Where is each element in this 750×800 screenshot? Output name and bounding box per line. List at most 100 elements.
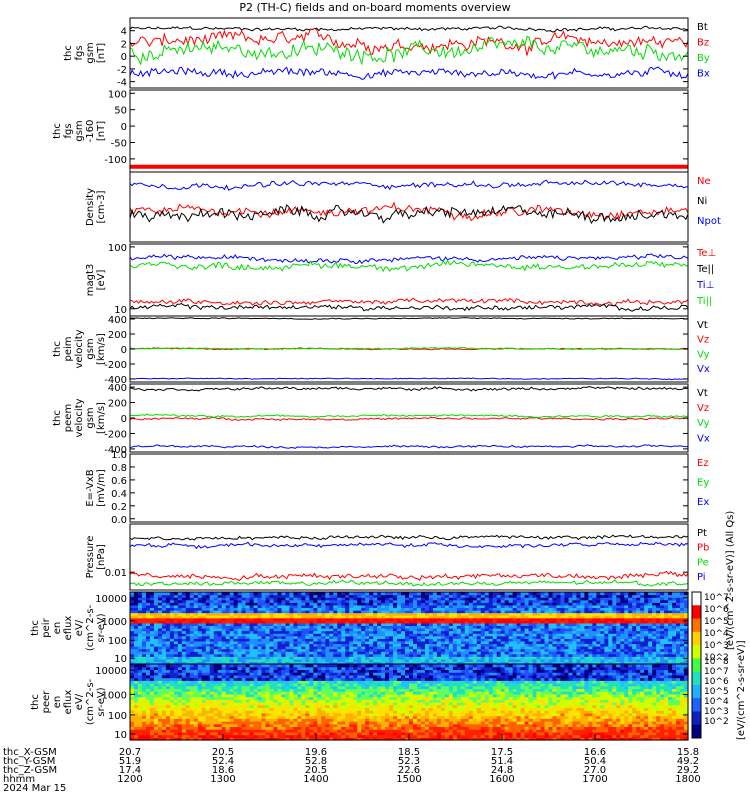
spec-cell xyxy=(385,643,390,647)
spec-cell xyxy=(620,615,625,619)
spec-cell xyxy=(401,726,406,730)
spec-cell xyxy=(448,625,454,629)
spec-cell xyxy=(600,630,605,634)
spec-cell xyxy=(448,615,454,619)
spec-cell xyxy=(668,625,673,629)
spec-cell xyxy=(636,737,641,741)
spec-cell xyxy=(588,602,593,606)
spec-cell xyxy=(269,643,275,647)
spec-cell xyxy=(361,607,366,611)
spec-cell xyxy=(604,610,609,614)
spec-cell xyxy=(460,731,466,736)
spec-cell xyxy=(624,635,629,639)
spec-cell xyxy=(584,607,589,611)
spec-cell xyxy=(684,640,689,645)
spec-cell xyxy=(456,737,462,741)
spec-cell xyxy=(361,633,366,637)
spec-cell xyxy=(249,658,255,663)
spec-cell xyxy=(436,617,442,621)
spec-cell xyxy=(672,620,677,624)
spec-cell xyxy=(424,731,430,736)
spec-cell xyxy=(297,656,302,660)
spec-cell xyxy=(480,726,486,730)
spec-cell xyxy=(309,599,314,603)
spec-cell xyxy=(233,628,239,632)
spec-cell xyxy=(628,607,633,611)
spec-cell xyxy=(241,622,247,627)
spec-cell xyxy=(544,615,550,619)
spec-cell xyxy=(349,635,354,639)
spec-cell xyxy=(424,610,430,614)
spec-cell xyxy=(564,607,570,611)
spec-cell xyxy=(145,731,151,736)
spec-cell xyxy=(540,661,546,665)
spec-cell xyxy=(648,604,653,609)
spec-cell xyxy=(504,737,510,741)
spec-cell xyxy=(636,592,641,596)
spec-cell xyxy=(444,610,450,614)
spec-cell xyxy=(317,653,322,657)
spec-cell xyxy=(245,602,251,606)
spec-cell xyxy=(480,729,486,733)
spec-cell xyxy=(205,602,211,606)
spec-cell xyxy=(660,602,665,606)
spec-cell xyxy=(504,643,510,647)
spec-cell xyxy=(409,731,414,736)
spec-cell xyxy=(397,630,402,634)
spec-cell xyxy=(460,737,466,741)
spec-cell xyxy=(524,597,530,601)
spec-cell xyxy=(145,620,151,624)
spec-cell xyxy=(500,635,506,639)
spec-cell xyxy=(265,617,271,621)
spec-cell xyxy=(409,658,414,663)
spec-cell xyxy=(488,638,494,642)
spec-cell xyxy=(285,620,291,624)
spec-cell xyxy=(560,726,566,730)
spec-cell xyxy=(468,599,474,603)
spec-cell xyxy=(157,628,163,632)
spec-cell xyxy=(636,661,641,665)
spec-cell xyxy=(245,661,251,665)
spec-cell xyxy=(492,633,498,637)
spec-cell xyxy=(604,638,609,642)
spec-cell xyxy=(680,653,685,657)
spec-cell xyxy=(584,597,589,601)
spec-cell xyxy=(233,638,239,642)
spec-cell xyxy=(321,648,326,652)
spec-cell xyxy=(464,651,470,655)
spec-cell xyxy=(353,610,358,614)
spec-cell xyxy=(448,726,454,730)
spec-cell xyxy=(444,731,450,736)
spec-cell xyxy=(317,729,322,733)
spec-cell xyxy=(277,731,283,736)
spec-cell xyxy=(604,737,609,741)
legend-entry: By xyxy=(697,53,710,64)
spec-cell xyxy=(197,612,203,616)
spec-cell xyxy=(596,610,601,614)
spec-cell xyxy=(309,594,314,598)
spec-cell xyxy=(420,635,426,639)
spec-cell xyxy=(460,656,466,660)
spec-cell xyxy=(213,653,219,657)
spec-cell xyxy=(636,658,641,663)
spec-cell xyxy=(257,638,263,642)
spec-cell xyxy=(504,615,510,619)
spec-cell xyxy=(580,592,585,596)
spec-cell xyxy=(269,630,275,634)
spec-cell xyxy=(424,599,430,603)
spec-cell xyxy=(664,734,669,738)
spec-cell xyxy=(325,597,330,601)
spec-cell xyxy=(576,656,581,660)
spec-cell xyxy=(377,604,382,609)
spec-cell xyxy=(253,729,259,733)
spec-cell xyxy=(293,622,298,627)
spec-cell xyxy=(273,604,279,609)
spec-cell xyxy=(377,635,382,639)
spec-cell xyxy=(488,594,494,598)
spec-cell xyxy=(389,643,394,647)
spec-cell xyxy=(405,648,410,652)
spec-cell xyxy=(377,726,382,730)
spec-cell xyxy=(301,617,306,621)
spec-cell xyxy=(456,615,462,619)
spec-cell xyxy=(568,729,574,733)
